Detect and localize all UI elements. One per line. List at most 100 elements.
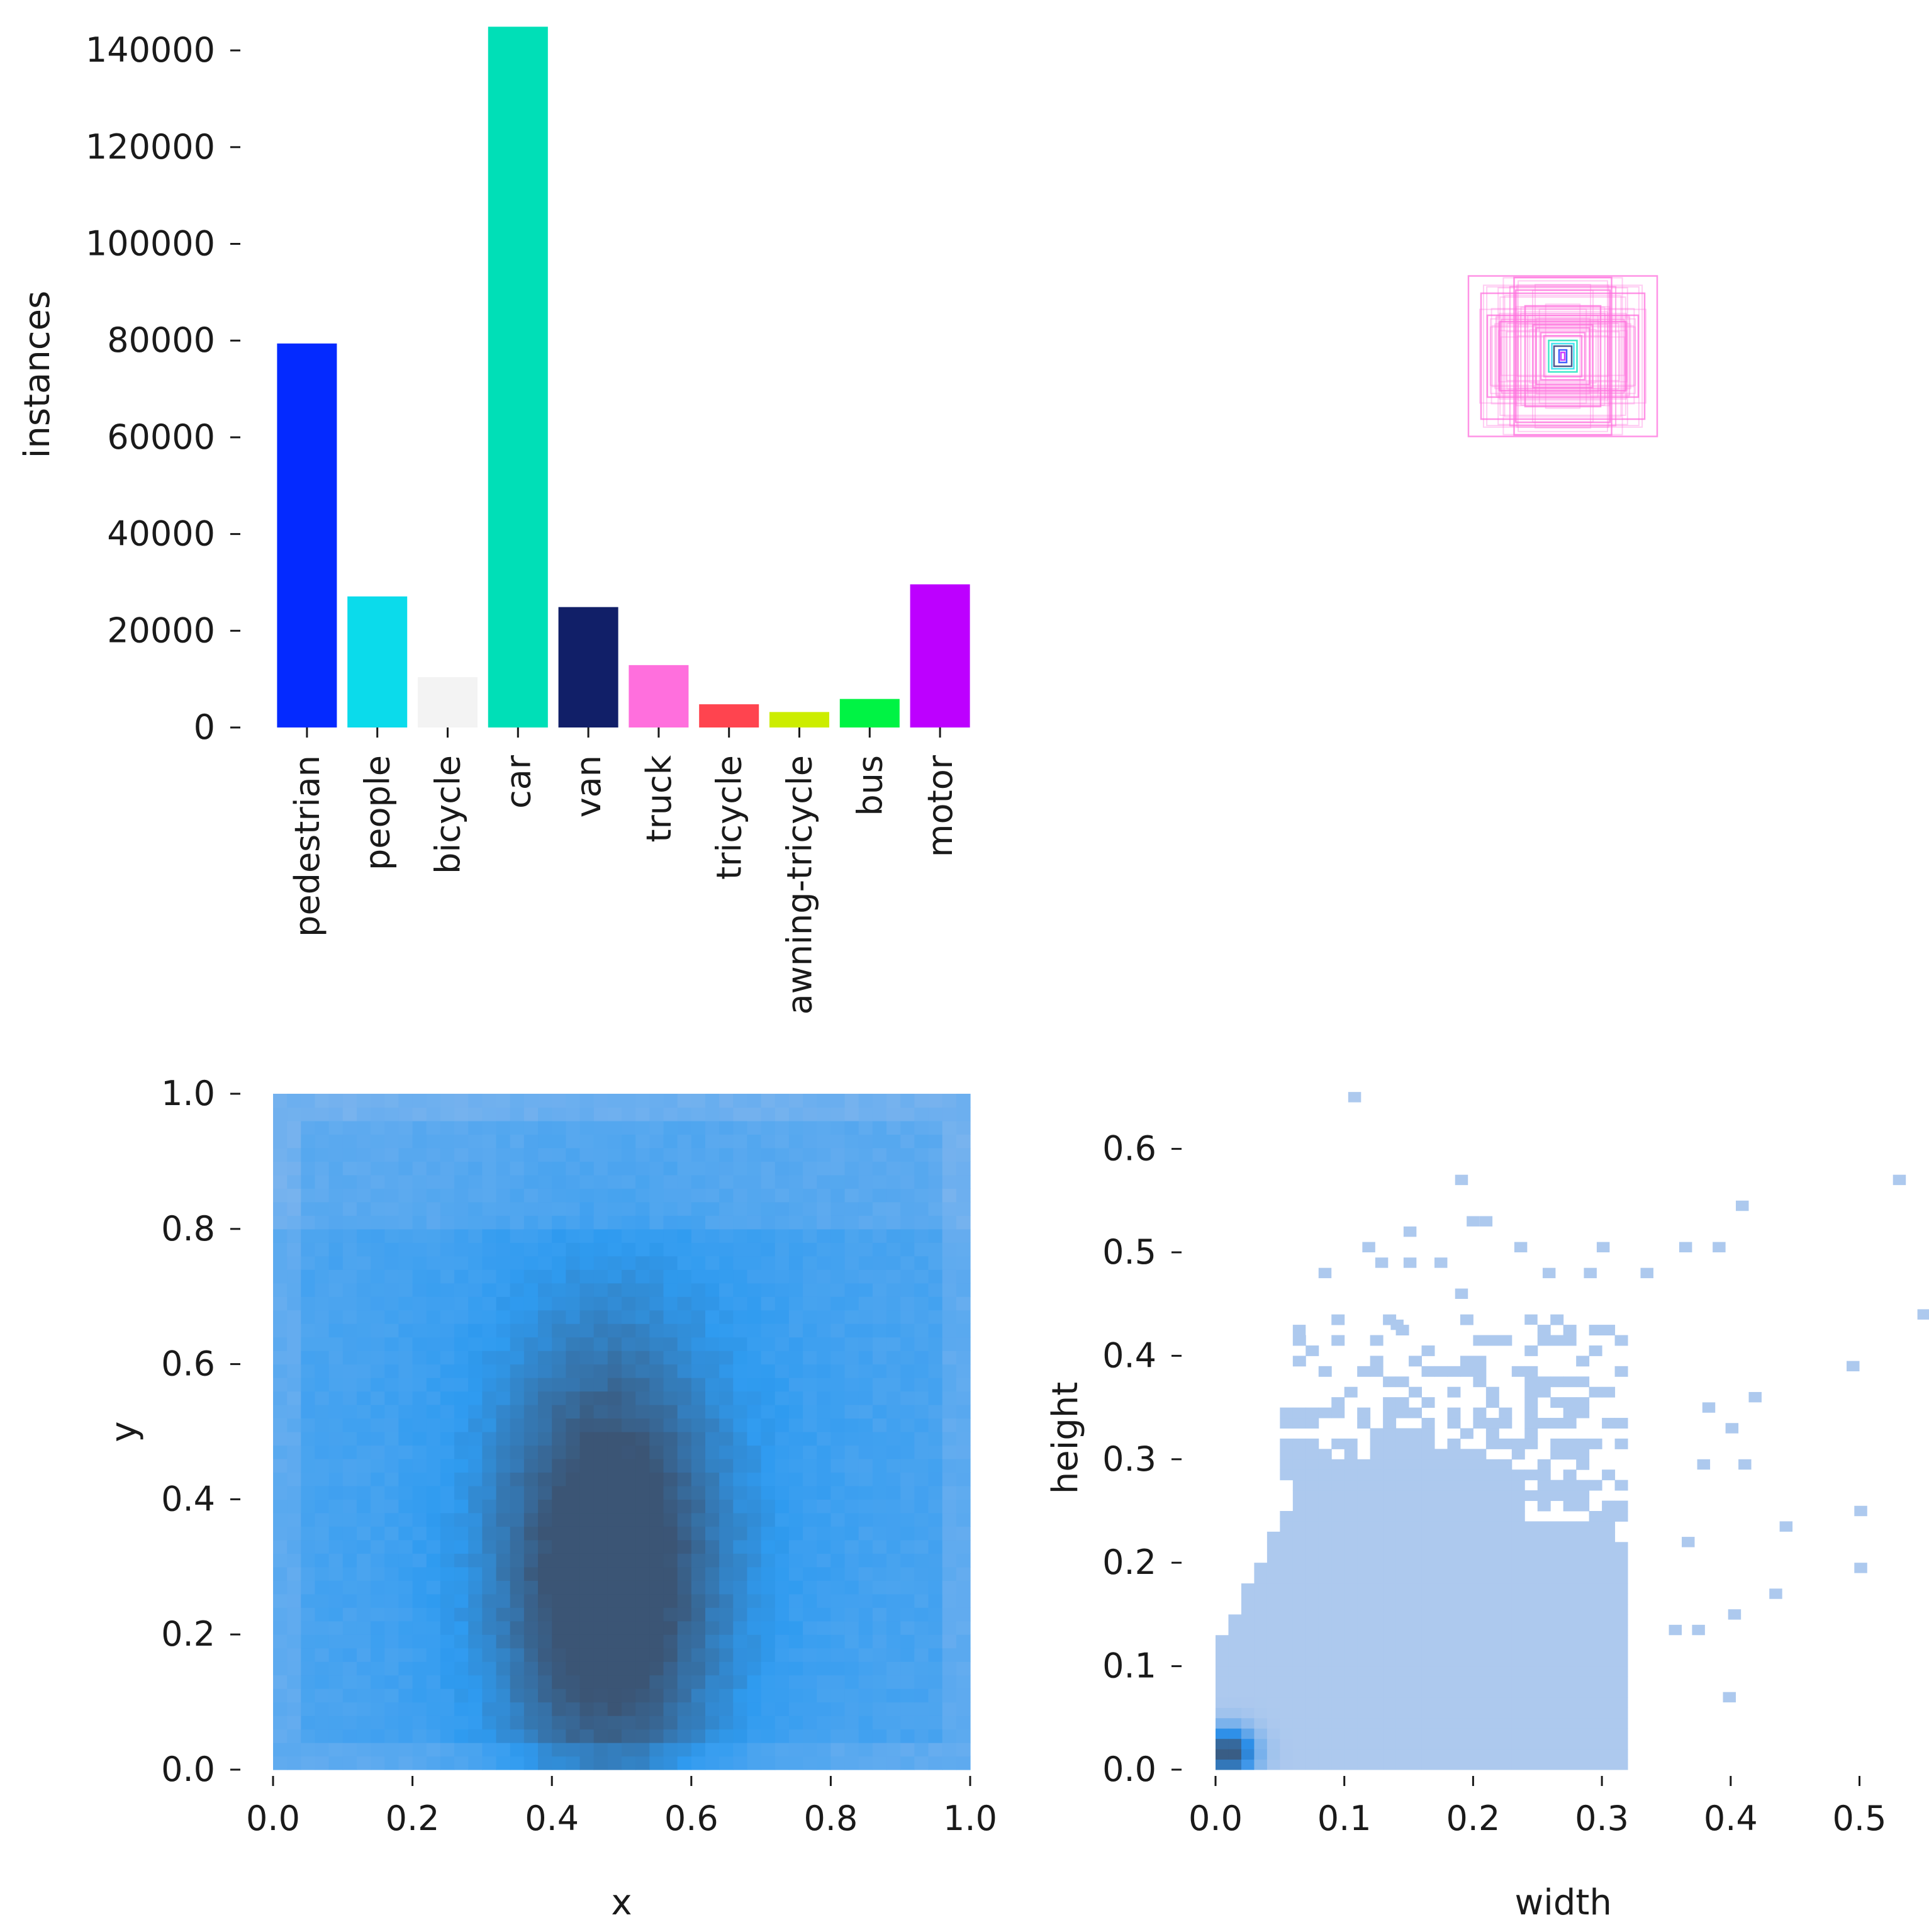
heat-cell [1511, 1449, 1525, 1460]
heat-cell [774, 1702, 790, 1716]
heat-cell [510, 1188, 525, 1203]
heat-cell [1537, 1676, 1551, 1687]
heat-cell [844, 1729, 859, 1743]
heat-cell [1524, 1635, 1538, 1646]
heat-cell [649, 1756, 664, 1770]
heat-cell [733, 1201, 748, 1216]
x-tick-label-motor: motor [920, 755, 960, 857]
heat-cell [607, 1620, 622, 1635]
heat-cell [733, 1743, 748, 1757]
heat-cell [523, 1553, 539, 1568]
heat-cell [1421, 1645, 1435, 1656]
heat-cell [649, 1134, 664, 1149]
heat-cell [593, 1351, 608, 1365]
heat-cell [1434, 1459, 1448, 1470]
heat-cell [1473, 1490, 1487, 1502]
heat-cell [705, 1593, 720, 1608]
heat-cell [691, 1620, 706, 1635]
heat-cell [1550, 1624, 1564, 1636]
heat-cell [342, 1432, 357, 1446]
heat-cell [761, 1472, 776, 1486]
heat-cell [817, 1283, 831, 1297]
heat-cell [788, 1648, 803, 1662]
heat-cell [496, 1269, 511, 1284]
heat-cell [663, 1445, 678, 1459]
heat-cell [886, 1242, 901, 1257]
heat-cell [635, 1134, 650, 1149]
heat-cell [1280, 1459, 1294, 1470]
heat-cell [747, 1283, 762, 1297]
heat-cell [454, 1702, 469, 1716]
heat-cell [705, 1269, 720, 1284]
heat-cell [607, 1445, 622, 1459]
heat-cell [1602, 1386, 1616, 1398]
heat-cell [356, 1337, 371, 1351]
heat-cell [844, 1094, 859, 1108]
heat-cell [1589, 1531, 1602, 1542]
heat-cell [886, 1445, 901, 1459]
heat-cell [872, 1378, 887, 1392]
heat-cell [1292, 1469, 1306, 1481]
heat-cell [622, 1432, 636, 1446]
heat-cell [1228, 1645, 1242, 1656]
heat-cell [1421, 1563, 1435, 1574]
heat-cell [371, 1378, 385, 1392]
heat-cell [761, 1255, 776, 1270]
heat-cell [788, 1391, 803, 1405]
heat-cell [705, 1688, 720, 1703]
heat-cell [705, 1743, 720, 1757]
heat-cell [900, 1296, 915, 1311]
heat-cell [733, 1580, 748, 1595]
heat-cell [817, 1702, 831, 1716]
heat-cell [1499, 1593, 1512, 1605]
heat-cell [733, 1593, 748, 1608]
heat-cell [1421, 1490, 1435, 1502]
heat-cell [538, 1499, 552, 1514]
heat-cell [886, 1310, 901, 1324]
heat-cell [1292, 1759, 1306, 1770]
heat-cell [1254, 1666, 1268, 1677]
heat-cell [301, 1094, 316, 1108]
heat-cell [523, 1269, 539, 1284]
heat-cell [1421, 1428, 1435, 1439]
x-tick-label-tricycle: tricycle [710, 755, 749, 880]
heat-cell [928, 1553, 943, 1568]
heat-cell [830, 1688, 846, 1703]
x-tick-label: 1.0 [943, 1799, 997, 1838]
heat-cell [872, 1323, 887, 1338]
heat-cell [817, 1323, 831, 1338]
heat-cell [1318, 1573, 1332, 1584]
heat-cell [803, 1539, 817, 1554]
heat-cell [273, 1242, 288, 1257]
heat-cell [440, 1107, 455, 1121]
heat-cell [733, 1512, 748, 1527]
heat-cell [830, 1323, 846, 1338]
heat-cell [1524, 1603, 1538, 1615]
heat-cell [1306, 1552, 1319, 1563]
heat-cell [900, 1364, 915, 1378]
heat-cell [1499, 1583, 1512, 1595]
heat-cell [398, 1648, 413, 1662]
heat-cell [956, 1743, 971, 1757]
heat-cell [566, 1458, 581, 1473]
heat-cell [328, 1432, 344, 1446]
heat-cell [1395, 1738, 1409, 1749]
heat-cell [830, 1485, 846, 1500]
heat-cell [635, 1310, 650, 1324]
heat-cell [607, 1553, 622, 1568]
heat-cell [844, 1337, 859, 1351]
heat-cell [1241, 1687, 1255, 1698]
heat-cell [691, 1147, 706, 1162]
heat-cell [733, 1228, 748, 1243]
heat-cell [342, 1743, 357, 1757]
outlier-cell [1524, 1314, 1538, 1325]
heat-cell [774, 1432, 790, 1446]
heat-cell [1216, 1666, 1229, 1677]
bar-van [558, 607, 618, 727]
box-outline [1548, 339, 1578, 373]
heat-cell [538, 1566, 552, 1581]
heat-cell [1280, 1438, 1294, 1449]
heat-cell [552, 1337, 566, 1351]
heat-cell [1447, 1469, 1461, 1481]
heat-cell [705, 1580, 720, 1595]
